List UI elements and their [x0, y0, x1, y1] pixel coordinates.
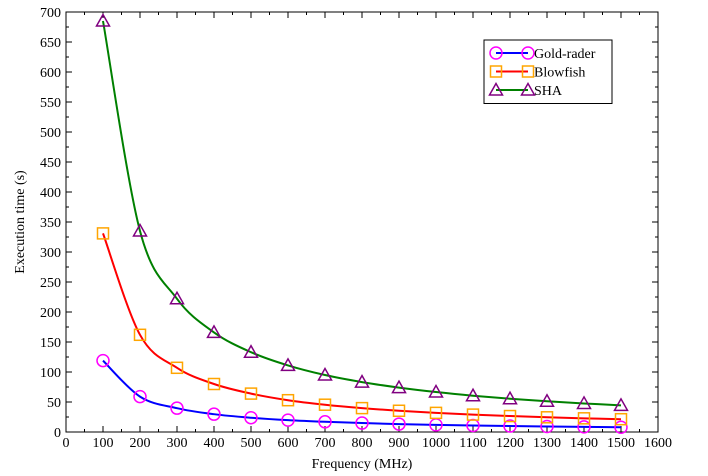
y-axis-label: Execution time (s): [13, 170, 28, 274]
y-tick-label: 50: [47, 396, 61, 411]
x-tick-label: 700: [315, 436, 336, 451]
x-tick-label: 400: [204, 436, 225, 451]
data-point: [392, 404, 406, 418]
y-axis: 0 50 100 150 200 250 300 350 400 450 500 550 600 650 7…: [40, 6, 658, 441]
data-point: [207, 377, 221, 391]
x-tick-label: 1600: [644, 436, 672, 451]
data-point: [503, 419, 517, 433]
legend-marker: [489, 46, 503, 60]
data-point: [243, 344, 259, 358]
data-point: [466, 408, 480, 421]
data-point: [133, 389, 147, 404]
x-axis-label: Frequency (MHz): [312, 457, 413, 472]
x-axis: 0 100 200 300 400 500 600 700 800 900 1000 1100 1200…: [63, 12, 672, 451]
data-point: [355, 416, 369, 430]
legend-marker: [488, 81, 504, 96]
data-point: [170, 401, 184, 415]
data-point: [576, 395, 592, 410]
data-point: [244, 410, 258, 425]
data-point: [614, 420, 628, 435]
x-tick-label: 1200: [496, 436, 524, 451]
y-tick-label: 600: [40, 66, 61, 81]
legend-label: Gold-rader: [534, 47, 596, 62]
data-point: [95, 12, 111, 27]
x-tick-label: 0: [63, 436, 70, 451]
data-point: [133, 328, 147, 342]
y-tick-label: 200: [40, 306, 61, 321]
data-point: [577, 420, 591, 434]
x-tick-label: 300: [167, 436, 188, 451]
legend-marker: [521, 46, 535, 60]
data-point: [280, 357, 296, 372]
data-point: [96, 353, 110, 368]
x-tick-label: 500: [241, 436, 262, 451]
y-tick-label: 300: [40, 246, 61, 261]
y-tick-label: 100: [40, 366, 61, 381]
x-tick-label: 1400: [570, 436, 598, 451]
x-tick-label: 200: [130, 436, 151, 451]
x-tick-label: 1100: [459, 436, 486, 451]
data-point: [207, 407, 221, 421]
x-tick-label: 1300: [533, 436, 561, 451]
data-point: [614, 412, 628, 426]
series-line-1: [102, 233, 622, 421]
data-point: [428, 384, 444, 398]
series-line-0: [102, 359, 622, 429]
y-tick-label: 450: [40, 156, 61, 171]
data-point: [354, 374, 370, 388]
data-point: [540, 411, 554, 424]
y-tick-label: 0: [54, 426, 61, 441]
data-point: [170, 361, 184, 375]
legend-label: SHA: [534, 84, 563, 99]
data-point: [169, 290, 185, 305]
x-tick-label: 600: [278, 436, 299, 451]
x-tick-label: 800: [352, 436, 373, 451]
data-point: [577, 412, 591, 425]
y-tick-label: 250: [40, 276, 61, 291]
data-point: [318, 415, 332, 429]
x-tick-label: 1500: [607, 436, 635, 451]
data-point: [132, 222, 148, 237]
x-tick-label: 900: [389, 436, 410, 451]
series-line-2: [102, 20, 622, 407]
y-tick-label: 400: [40, 186, 61, 201]
data-point: [503, 409, 517, 423]
data-point: [318, 398, 332, 411]
data-point: [391, 379, 407, 394]
legend-marker: [521, 65, 535, 78]
y-tick-label: 500: [40, 126, 61, 141]
legend-marker: [489, 65, 503, 78]
data-point: [355, 401, 369, 415]
legend-label: Blowfish: [534, 66, 585, 81]
data-point: [540, 419, 554, 434]
y-tick-label: 350: [40, 216, 61, 231]
y-tick-label: 650: [40, 36, 61, 51]
data-point: [96, 227, 110, 240]
x-tick-label: 100: [93, 436, 114, 451]
y-tick-label: 550: [40, 96, 61, 111]
legend-marker: [520, 81, 536, 96]
data-point: [502, 390, 518, 405]
data-point: [539, 393, 555, 408]
legend: Gold-rader Blowfish SHA: [483, 39, 613, 104]
data-point: [613, 397, 629, 412]
data-point: [206, 324, 222, 339]
data-point: [281, 393, 295, 407]
data-point: [281, 413, 295, 427]
data-point: [317, 366, 333, 381]
x-tick-label: 1000: [422, 436, 450, 451]
data-point: [244, 387, 258, 400]
data-point: [429, 406, 443, 420]
y-tick-label: 700: [40, 6, 61, 21]
data-point: [392, 417, 406, 431]
series-lines: [102, 20, 622, 429]
series-markers: [95, 12, 629, 435]
data-point: [465, 387, 481, 402]
y-tick-label: 150: [40, 336, 61, 351]
